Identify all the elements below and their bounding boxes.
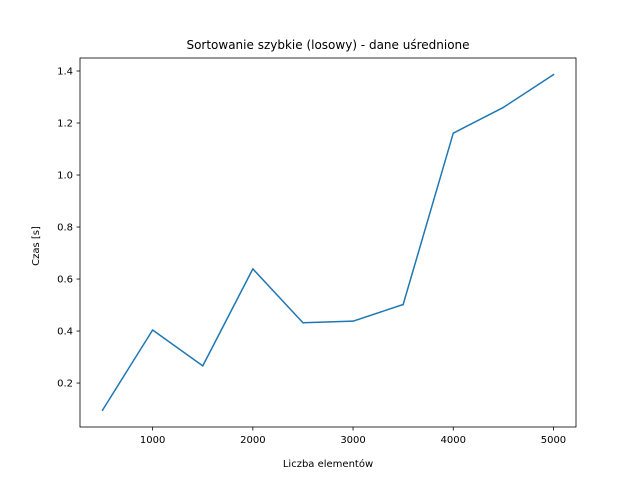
- data-point: [101, 409, 104, 411]
- x-tick-label: 5000: [541, 435, 566, 446]
- data-point: [201, 365, 204, 367]
- data-point: [252, 268, 254, 270]
- y-axis-ticks: 0.2 0.4 0.6 0.8 1.0 1.2 1.4: [57, 67, 80, 390]
- data-point: [552, 73, 555, 76]
- series-line-0: [101, 73, 555, 412]
- data-point: [302, 321, 304, 324]
- plot-area: [79, 57, 577, 428]
- y-tick-label: 1.0: [57, 171, 73, 182]
- data-point: [502, 106, 505, 109]
- x-axis-ticks: 1000 2000 3000 4000 5000: [140, 427, 566, 446]
- x-tick-label: 3000: [340, 435, 365, 446]
- x-tick-label: 1000: [140, 435, 165, 446]
- series-layer: [101, 73, 555, 412]
- x-axis-label: Liczba elementów: [283, 458, 373, 470]
- data-point: [151, 329, 154, 331]
- y-tick-label: 0.2: [57, 379, 73, 390]
- plot-frame: [79, 57, 577, 428]
- data-point: [352, 320, 354, 322]
- x-tick-label: 4000: [441, 435, 466, 446]
- y-tick-label: 1.2: [57, 119, 73, 130]
- y-tick-label: 0.6: [57, 275, 73, 286]
- data-point: [452, 132, 455, 134]
- x-tick-label: 2000: [240, 435, 265, 446]
- chart-title: Sortowanie szybkie (losowy) - dane uśred…: [186, 38, 469, 52]
- data-point: [402, 303, 404, 306]
- y-tick-label: 1.4: [57, 67, 73, 78]
- y-tick-label: 0.8: [57, 223, 73, 234]
- y-axis-label: Czas [s]: [31, 226, 42, 266]
- y-tick-label: 0.4: [57, 327, 73, 338]
